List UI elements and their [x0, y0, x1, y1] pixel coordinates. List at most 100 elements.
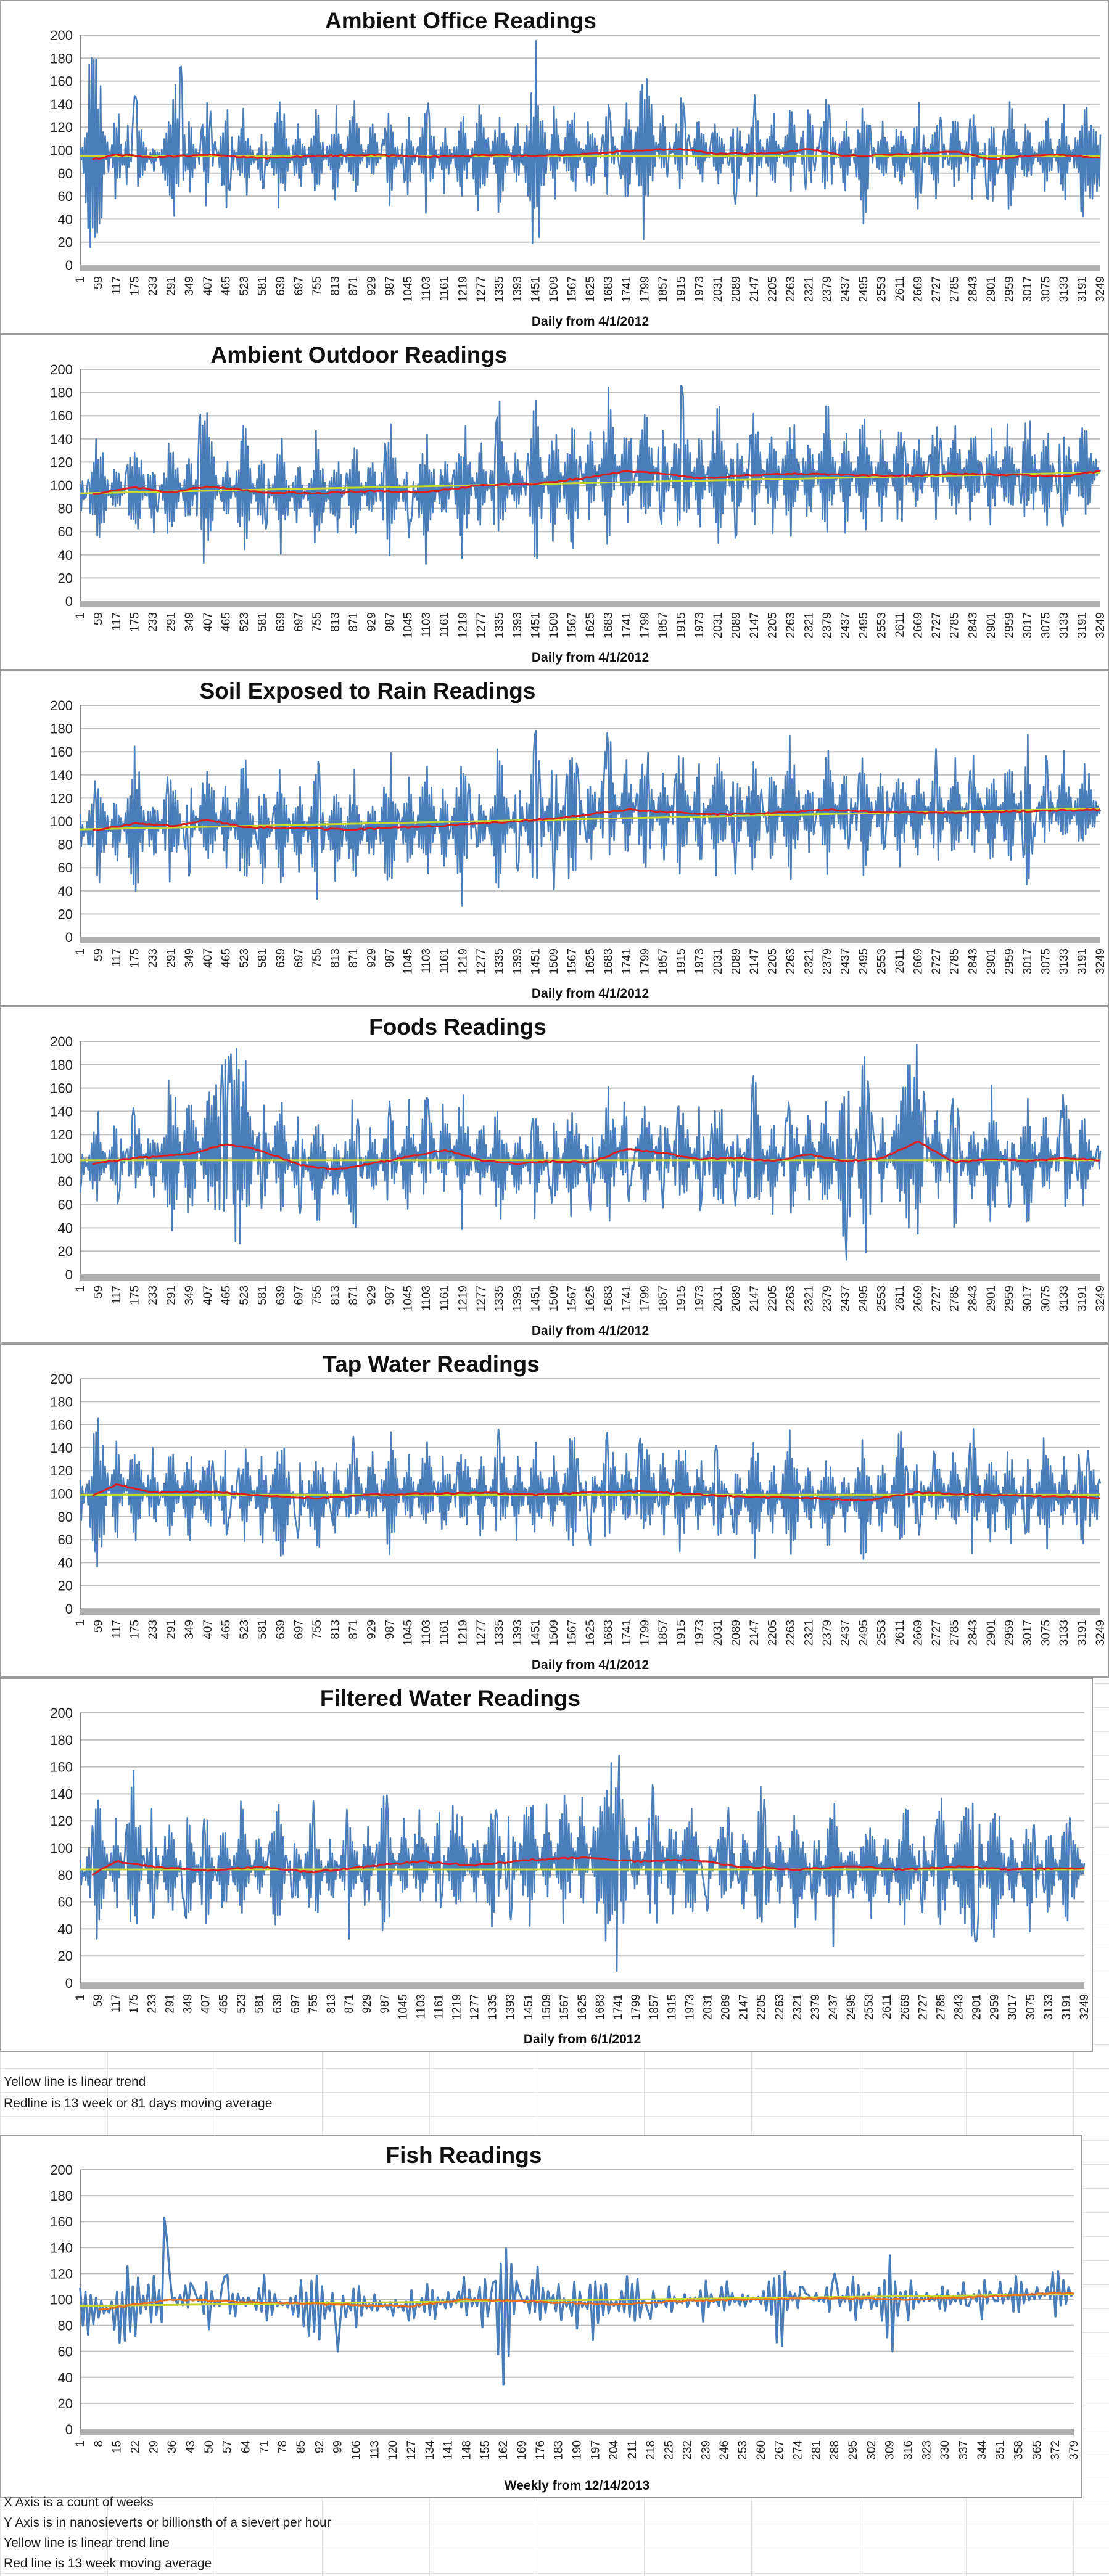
x-tick-label: 134 [424, 2440, 437, 2460]
x-tick-label: 1451 [529, 276, 542, 302]
x-tick-label: 71 [258, 2440, 271, 2453]
x-tick-label: 2321 [802, 1620, 815, 1646]
chart-title: Ambient Outdoor Readings [211, 342, 508, 367]
y-tick-label: 40 [58, 1555, 73, 1570]
x-tick-label: 274 [792, 2440, 805, 2460]
x-tick-label: 581 [254, 1994, 266, 2014]
x-tick-label: 127 [405, 2440, 418, 2460]
x-tick-label: 465 [220, 948, 233, 968]
x-tick-label: 2321 [802, 1286, 815, 1311]
x-tick-label: 2901 [985, 948, 998, 974]
x-tick-label: 2669 [899, 1994, 912, 2020]
x-tick-label: 1973 [683, 1994, 696, 2020]
x-tick-label: 871 [347, 1286, 360, 1305]
y-tick-label: 40 [58, 548, 73, 563]
y-tick-label: 180 [50, 1394, 73, 1409]
x-tick-label: 117 [110, 1994, 123, 2012]
x-tick-label: 1857 [648, 1994, 661, 2020]
x-tick-label: 2843 [967, 948, 979, 974]
x-tick-label: 407 [202, 948, 215, 968]
x-tick-label: 1625 [584, 612, 597, 638]
x-tick-label: 148 [461, 2440, 474, 2460]
x-tick-label: 2959 [1003, 1620, 1016, 1646]
y-tick-label: 40 [58, 2370, 73, 2385]
x-tick-label: 3249 [1094, 612, 1107, 638]
y-tick-label: 180 [50, 51, 73, 66]
y-tick-label: 200 [50, 2162, 73, 2178]
x-tick-label: 697 [292, 612, 305, 632]
x-tick-label: 1103 [420, 1620, 433, 1645]
legend-note-linear-trend: Yellow line is linear trend [4, 2075, 146, 2089]
x-tick-label: 2669 [912, 276, 925, 302]
x-tick-label: 175 [129, 276, 142, 296]
x-tick-label: 291 [163, 1994, 176, 2014]
x-tick-label: 3133 [1058, 948, 1071, 974]
x-tick-label: 1161 [439, 612, 451, 638]
x-tick-label: 85 [295, 2440, 308, 2453]
x-tick-label: 1161 [439, 276, 451, 301]
x-tick-label: 1103 [420, 612, 433, 638]
x-tick-label: 379 [1068, 2440, 1081, 2460]
x-tick-label: 1451 [529, 612, 542, 638]
x-tick-label: 2553 [876, 276, 889, 302]
x-tick-label: 987 [384, 276, 397, 296]
x-tick-label: 267 [773, 2440, 786, 2460]
x-tick-label: 2843 [967, 612, 979, 638]
x-tick-label: 3017 [1021, 1620, 1034, 1646]
x-tick-label: 2263 [773, 1994, 786, 2020]
x-axis-label: Daily from 4/1/2012 [532, 314, 649, 329]
x-tick-label: 987 [384, 1620, 397, 1639]
x-tick-label: 1567 [566, 612, 579, 638]
y-tick-label: 120 [50, 1463, 73, 1479]
x-tick-label: 50 [203, 2440, 216, 2453]
x-tick-label: 1393 [505, 1994, 517, 2020]
x-tick-label: 1393 [511, 1286, 524, 1311]
y-tick-label: 180 [50, 1057, 73, 1073]
x-tick-label: 581 [256, 276, 269, 296]
x-tick-label: 2669 [912, 612, 925, 638]
x-tick-label: 2031 [712, 1620, 725, 1646]
x-tick-label: 1103 [420, 276, 433, 301]
y-tick-label: 100 [50, 1487, 73, 1502]
x-tick-label: 175 [128, 1994, 141, 2014]
y-tick-label: 140 [50, 97, 73, 112]
x-tick-label: 175 [129, 1620, 142, 1639]
x-tick-label: 2785 [949, 276, 962, 302]
x-tick-label: 2437 [827, 1994, 840, 2020]
x-tick-label: 1 [74, 276, 87, 283]
x-tick-label: 755 [311, 1620, 324, 1639]
x-tick-label: 3017 [1021, 1286, 1034, 1311]
x-tick-label: 141 [442, 2440, 455, 2460]
x-tick-label: 2727 [930, 948, 943, 974]
x-tick-label: 22 [130, 2440, 142, 2453]
x-tick-label: 1741 [620, 1620, 633, 1646]
x-tick-label: 176 [534, 2440, 547, 2460]
x-tick-label: 3191 [1076, 1286, 1089, 1311]
y-tick-label: 140 [50, 432, 73, 447]
x-axis-label: Daily from 4/1/2012 [532, 1658, 649, 1672]
x-tick-label: 1857 [657, 276, 670, 302]
x-tick-label: 1625 [584, 1620, 597, 1646]
chart-filtered-water: Filtered Water Readings 0 20 40 60 80 100 120 14… [0, 1678, 1093, 2052]
x-tick-label: 1219 [456, 276, 469, 302]
x-tick-label: 987 [384, 612, 397, 632]
x-axis-label: Daily from 4/1/2012 [532, 650, 649, 665]
x-tick-label: 43 [184, 2440, 197, 2453]
x-tick-label: 2147 [748, 1286, 761, 1311]
x-tick-label: 2495 [857, 948, 870, 974]
x-tick-label: 813 [325, 1994, 338, 2014]
x-tick-label: 175 [129, 948, 142, 968]
x-tick-label: 233 [147, 276, 160, 296]
x-tick-label: 1451 [522, 1994, 535, 2020]
x-tick-label: 3191 [1076, 276, 1089, 302]
x-tick-label: 2495 [857, 1286, 870, 1311]
x-tick-label: 929 [366, 948, 379, 968]
x-tick-label: 987 [384, 1286, 397, 1305]
x-tick-label: 2901 [971, 1994, 984, 2020]
x-tick-label: 349 [183, 1620, 196, 1639]
x-tick-label: 291 [165, 1620, 178, 1639]
y-tick-label: 120 [50, 1813, 73, 1829]
y-tick-label: 60 [58, 860, 73, 876]
x-tick-label: 1 [74, 1994, 87, 2001]
y-tick-label: 160 [50, 1081, 73, 1096]
